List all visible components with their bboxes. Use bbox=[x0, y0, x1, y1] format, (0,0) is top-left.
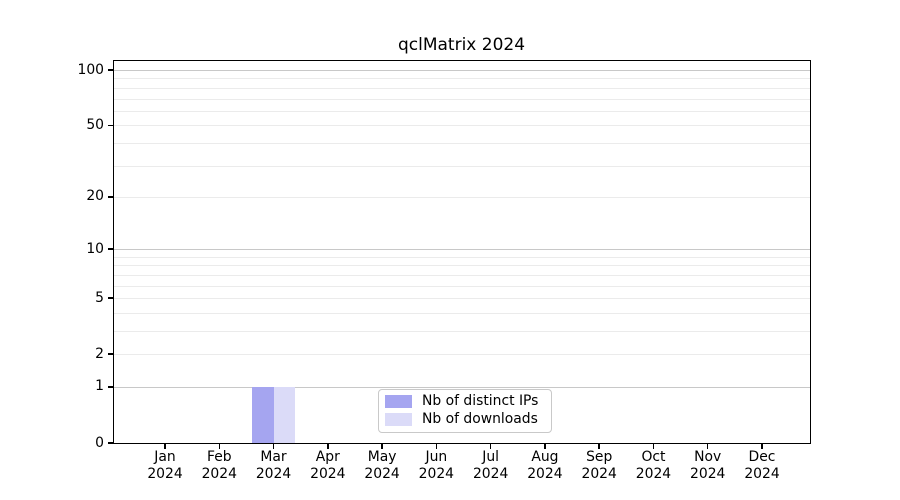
x-tick-label: May 2024 bbox=[342, 449, 422, 482]
gridline-minor bbox=[114, 256, 810, 258]
legend: Nb of distinct IPs Nb of downloads bbox=[378, 388, 552, 433]
x-tick-month: Feb bbox=[206, 449, 232, 465]
y-tick-label: 2 bbox=[95, 345, 104, 362]
gridline-minor bbox=[114, 330, 810, 332]
x-tick-year: 2024 bbox=[690, 465, 726, 482]
x-tick-year: 2024 bbox=[744, 465, 780, 482]
x-tick bbox=[652, 443, 655, 449]
x-tick-year: 2024 bbox=[364, 465, 400, 482]
y-tick bbox=[107, 196, 113, 198]
x-tick-label: Oct 2024 bbox=[613, 449, 693, 482]
legend-item-distinct-ips: Nb of distinct IPs bbox=[385, 394, 547, 409]
x-tick-year: 2024 bbox=[418, 465, 455, 482]
legend-swatch-downloads bbox=[385, 412, 412, 426]
y-tick bbox=[107, 297, 113, 299]
legend-label-downloads: Nb of downloads bbox=[422, 410, 538, 427]
x-tick-label: Apr 2024 bbox=[288, 449, 368, 482]
gridline-major bbox=[114, 249, 810, 251]
x-tick-month: Nov bbox=[694, 449, 722, 465]
x-tick bbox=[598, 443, 600, 449]
x-tick-label: Aug 2024 bbox=[505, 449, 585, 482]
gridline-minor bbox=[114, 142, 810, 144]
x-tick bbox=[164, 443, 166, 449]
x-tick-month: Dec bbox=[748, 449, 776, 465]
gridline-minor bbox=[114, 98, 810, 100]
x-tick bbox=[706, 443, 709, 449]
y-tick bbox=[107, 386, 113, 388]
gridline-minor bbox=[114, 354, 810, 356]
gridline-minor bbox=[114, 165, 810, 167]
gridline-minor bbox=[114, 196, 810, 198]
y-tick-label: 1 bbox=[95, 378, 104, 395]
bar-downloads bbox=[273, 386, 296, 443]
x-tick-month: Jun bbox=[425, 449, 448, 465]
gridline-minor bbox=[114, 274, 810, 276]
x-tick-year: 2024 bbox=[472, 465, 509, 482]
x-tick bbox=[381, 443, 383, 449]
x-tick bbox=[435, 443, 438, 449]
x-tick bbox=[544, 443, 546, 449]
gridline-minor bbox=[114, 285, 810, 287]
gridline-major bbox=[114, 386, 810, 388]
x-tick-year: 2024 bbox=[310, 465, 346, 482]
y-tick-label: 100 bbox=[77, 61, 104, 78]
gridline-minor bbox=[114, 125, 810, 127]
gridline-minor bbox=[114, 265, 810, 267]
x-tick-label: Jan 2024 bbox=[125, 449, 205, 482]
x-tick-year: 2024 bbox=[147, 465, 183, 482]
x-tick-month: Jul bbox=[482, 449, 499, 465]
x-tick-label: Jun 2024 bbox=[396, 449, 476, 482]
x-tick-label: Dec 2024 bbox=[722, 449, 802, 482]
x-tick-month: Mar bbox=[260, 449, 287, 465]
x-tick-month: Jan bbox=[154, 449, 176, 465]
y-tick-label: 50 bbox=[86, 116, 104, 133]
x-tick-month: Sep bbox=[586, 449, 613, 465]
y-tick bbox=[107, 353, 113, 355]
x-tick-year: 2024 bbox=[255, 465, 292, 482]
chart-title: qclMatrix 2024 bbox=[397, 35, 526, 55]
x-tick-year: 2024 bbox=[635, 465, 672, 482]
y-tick bbox=[107, 69, 113, 71]
gridline-minor bbox=[114, 87, 810, 89]
x-tick bbox=[489, 443, 492, 449]
y-tick-label: 20 bbox=[86, 188, 104, 205]
y-tick bbox=[107, 124, 113, 127]
legend-label-distinct-ips: Nb of distinct IPs bbox=[422, 393, 539, 410]
legend-item-downloads: Nb of downloads bbox=[385, 410, 547, 427]
x-tick-label: Sep 2024 bbox=[559, 449, 639, 482]
x-tick-month: May bbox=[367, 449, 397, 465]
x-tick-month: Apr bbox=[315, 449, 340, 465]
gridline-minor bbox=[114, 78, 810, 80]
y-tick bbox=[107, 248, 113, 250]
x-tick bbox=[761, 443, 763, 449]
x-tick-year: 2024 bbox=[581, 465, 617, 482]
x-tick-month: Oct bbox=[641, 449, 666, 465]
x-tick bbox=[218, 443, 221, 449]
x-tick-month: Aug bbox=[531, 449, 559, 465]
y-tick bbox=[107, 442, 113, 444]
plot-area: 0 1 2 5 10 20 50 100 Jan 2024 Feb 2024 Mar 2024 Apr 202… bbox=[77, 60, 811, 482]
y-tick-label: 0 bbox=[95, 434, 104, 451]
gridline-minor bbox=[114, 312, 810, 314]
bar-distinct-ips bbox=[252, 386, 274, 443]
gridline-minor bbox=[114, 110, 810, 112]
y-tick-label: 5 bbox=[95, 289, 104, 306]
gridline-major bbox=[114, 70, 810, 72]
x-tick-label: Nov 2024 bbox=[668, 449, 748, 482]
x-tick-label: Jul 2024 bbox=[451, 449, 531, 482]
x-tick-label: Feb 2024 bbox=[179, 449, 259, 482]
x-tick-label: Mar 2024 bbox=[234, 449, 314, 482]
x-tick-year: 2024 bbox=[201, 465, 237, 482]
x-tick bbox=[272, 443, 275, 449]
gridline-minor bbox=[114, 298, 810, 300]
y-tick-label: 10 bbox=[86, 240, 104, 257]
legend-swatch-distinct-ips bbox=[385, 395, 412, 409]
x-tick-year: 2024 bbox=[527, 465, 563, 482]
x-tick bbox=[327, 443, 329, 449]
